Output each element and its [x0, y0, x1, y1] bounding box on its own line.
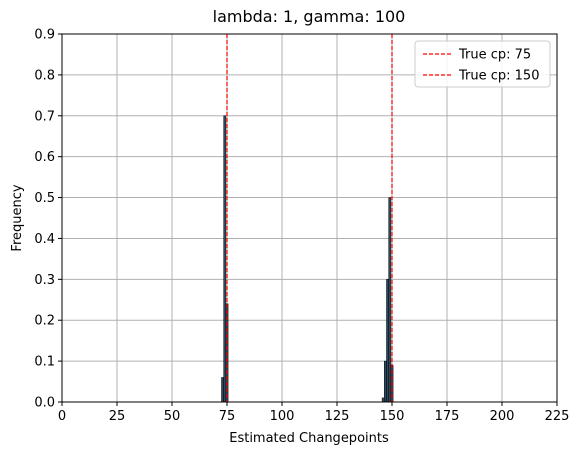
y-tick-label: 0.8: [34, 68, 55, 83]
y-tick-label: 0.0: [34, 396, 55, 411]
grid-lines: [61, 33, 558, 403]
x-tick-label: 25: [109, 409, 126, 424]
histogram-bar: [384, 360, 387, 403]
reference-lines: [226, 34, 393, 402]
histogram-bar: [386, 279, 389, 403]
histogram-bar: [223, 115, 227, 403]
histogram-bar: [388, 197, 392, 403]
chart-title: lambda: 1, gamma: 100: [213, 7, 406, 26]
y-axis-title: Frequency: [10, 184, 25, 251]
x-axis-title: Estimated Changepoints: [229, 431, 389, 446]
x-tick-label: 175: [435, 409, 460, 424]
plot-frame: [61, 33, 558, 403]
y-tick-label: 0.3: [34, 273, 55, 288]
x-axis-ticks: 0 25 50 75 100 125 150 175 200 225: [58, 402, 570, 424]
y-tick-label: 0.6: [34, 150, 55, 165]
y-tick-label: 0.4: [34, 232, 55, 247]
x-tick-label: 225: [545, 409, 570, 424]
x-tick-label: 50: [164, 409, 181, 424]
histogram-bar: [221, 377, 224, 403]
x-tick-label: 150: [380, 409, 405, 424]
x-tick-label: 0: [58, 409, 66, 424]
y-tick-label: 0.7: [34, 109, 55, 124]
legend-label: True cp: 150: [458, 69, 539, 84]
y-tick-label: 0.5: [34, 191, 55, 206]
histogram-bars: [221, 115, 394, 403]
y-tick-label: 0.9: [34, 28, 55, 43]
y-axis-ticks: 0.0 0.1 0.2 0.3 0.4 0.5 0.6 0.7 0.8 0.9: [34, 28, 62, 411]
y-tick-label: 0.1: [34, 355, 55, 370]
x-tick-label: 200: [490, 409, 515, 424]
x-tick-label: 125: [325, 409, 350, 424]
legend: True cp: 75 True cp: 150: [414, 40, 551, 88]
y-tick-label: 0.2: [34, 314, 55, 329]
legend-label: True cp: 75: [458, 48, 531, 63]
histogram-bar: [381, 397, 385, 403]
x-tick-label: 100: [270, 409, 295, 424]
x-tick-label: 75: [219, 409, 236, 424]
